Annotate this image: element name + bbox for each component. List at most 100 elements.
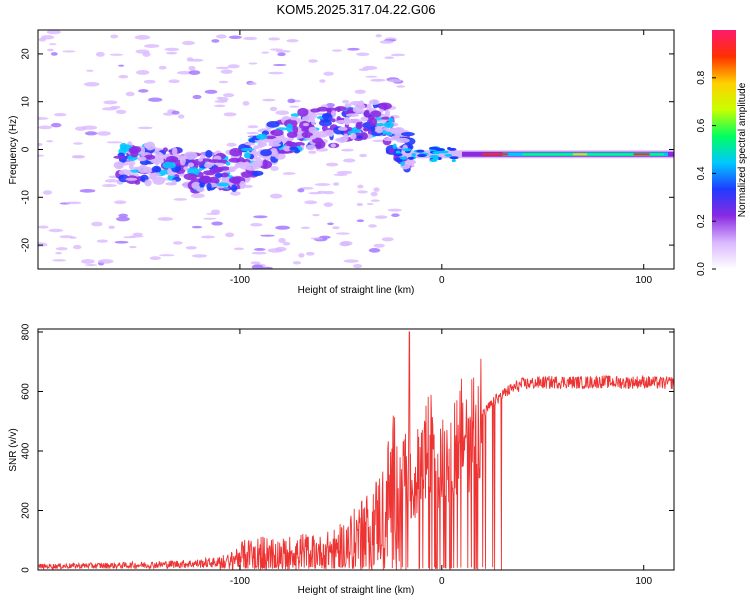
heatmap-ridge-blob <box>197 157 204 162</box>
heatmap-y-ticks: -20 -10 0 10 20 <box>21 48 674 252</box>
snr-frame <box>37 328 675 571</box>
heatmap-ridge-blob <box>209 167 222 174</box>
heatmap-noise-blob <box>282 172 296 175</box>
heatmap-x-ticks: -100 0 100 <box>230 30 652 286</box>
snr-series-line <box>38 331 674 570</box>
heatmap-noise-blob <box>62 50 76 53</box>
heatmap-ridge-blob <box>167 168 172 175</box>
heatmap-noise-blob <box>42 190 53 195</box>
heatmap-ridge-blob <box>297 107 309 117</box>
heatmap-noise-blob <box>356 219 365 223</box>
heatmap-ridge-blob <box>377 102 392 110</box>
heatmap-noise-blob <box>192 94 202 100</box>
heatmap-noise-blob <box>268 37 281 41</box>
heatmap-noise-blob <box>114 200 127 205</box>
heatmap-noise-blob <box>103 100 118 105</box>
heatmap-noise-blob <box>370 199 380 202</box>
heatmap-noise-blob <box>358 68 370 71</box>
heatmap-ridge-blob <box>250 170 264 177</box>
heatmap-ridge-blob <box>199 182 206 188</box>
heatmap-noise-blob <box>211 221 223 226</box>
heatmap-ridge-blob <box>205 150 213 158</box>
snr-x-axis-title: Height of straight line (km) <box>298 585 415 596</box>
heatmap-noise-blob <box>38 125 53 130</box>
heatmap-ridge-blob <box>239 180 246 189</box>
heatmap-bright-blob <box>416 154 427 158</box>
heatmap-ridge-blob <box>196 187 205 193</box>
heatmap-ridge-blob <box>289 146 299 151</box>
heatmap-noise-blob <box>46 140 54 143</box>
heatmap-noise-blob <box>227 64 240 69</box>
heatmap-noise-blob <box>38 242 48 247</box>
heatmap-noise-blob <box>101 184 117 188</box>
heatmap-bright-blob <box>393 153 403 157</box>
heatmap-ridge-blob <box>308 126 317 134</box>
heatmap-ridge-blob <box>264 135 277 140</box>
heatmap-ridge-blob <box>387 117 394 123</box>
heatmap-noise-blob <box>177 114 185 119</box>
colorbar: 0.0 0.2 0.4 0.6 0.8 Normalized spectral ampl… <box>696 30 748 276</box>
heatmap-noise-blob <box>38 225 49 229</box>
heatmap-noise-blob <box>226 142 237 147</box>
heatmap-x-tick-label: 0 <box>439 275 445 286</box>
heatmap-noise-blob <box>101 107 118 111</box>
heatmap-ridge-blob <box>292 125 299 135</box>
heatmap-ridge-blob <box>331 118 336 123</box>
heatmap-noise-blob <box>260 234 275 237</box>
heatmap-ridge-blob <box>144 179 152 187</box>
heatmap-ridge-blob <box>255 156 262 166</box>
heatmap-ridge-blob <box>406 159 415 166</box>
heatmap-noise-blob <box>326 102 335 108</box>
snr-x-tick-label: 100 <box>635 576 652 587</box>
heatmap-noise-blob <box>333 173 348 177</box>
heatmap-noise-blob <box>86 69 94 72</box>
heatmap-noise-blob <box>396 85 406 88</box>
heatmap-ridge-blob <box>266 120 280 128</box>
heatmap-noise-blob <box>216 34 227 39</box>
heatmap-ridge-blob <box>231 184 238 193</box>
heatmap-ridge-blob <box>256 133 268 140</box>
heatmap-noise-blob <box>317 190 327 194</box>
snr-x-tick-label: -100 <box>230 576 250 587</box>
heatmap-noise-blob <box>210 209 221 215</box>
heatmap-noise-blob <box>368 224 377 228</box>
heatmap-noise-blob <box>343 158 356 163</box>
heatmap-bright-blob <box>435 148 446 152</box>
heatmap-noise-blob <box>225 232 235 238</box>
heatmap-noise-blob <box>164 47 180 52</box>
heatmap-bright-blob <box>400 156 408 160</box>
heatmap-ridge-blob <box>362 127 369 132</box>
heatmap-noise-blob <box>289 105 300 108</box>
heatmap-ridge-blob <box>142 166 153 174</box>
heatmap-noise-blob <box>129 235 144 238</box>
heatmap-ridge-blob <box>206 182 212 192</box>
colorbar-gradient <box>712 30 736 269</box>
heatmap-noise-blob <box>277 52 286 57</box>
heatmap-band-hot-right <box>633 153 650 156</box>
heatmap-noise-blob <box>357 184 364 189</box>
heatmap-ridge-blob <box>218 166 230 171</box>
heatmap-ridge-blob <box>125 177 138 181</box>
heatmap-noise-blob <box>185 246 197 250</box>
heatmap-noise-blob <box>384 56 395 60</box>
heatmap-noise-blob <box>84 264 98 267</box>
heatmap-noise-blob <box>381 237 394 242</box>
heatmap-noise-blob <box>287 98 296 104</box>
heatmap-x-tick-label: -100 <box>230 275 250 286</box>
heatmap-noise-blob <box>292 261 302 265</box>
heatmap-noise-blob <box>335 232 351 235</box>
heatmap-noise-blob <box>118 64 125 67</box>
heatmap-bright-blob <box>439 150 449 154</box>
heatmap-noise-blob <box>81 125 98 130</box>
snr-y-tick-label: 600 <box>21 383 32 400</box>
heatmap-ridge-blob <box>228 157 241 163</box>
heatmap-ridge-blob <box>241 171 253 178</box>
heatmap-noise-blob <box>250 261 261 265</box>
heatmap-noise-blob <box>304 200 318 205</box>
heatmap-ridge-blob <box>257 141 267 148</box>
heatmap-ridge-blob <box>166 155 179 163</box>
heatmap-ridge-blob <box>216 182 230 187</box>
heatmap-ridge-blob <box>310 117 316 126</box>
heatmap-noise-blob <box>48 43 57 46</box>
